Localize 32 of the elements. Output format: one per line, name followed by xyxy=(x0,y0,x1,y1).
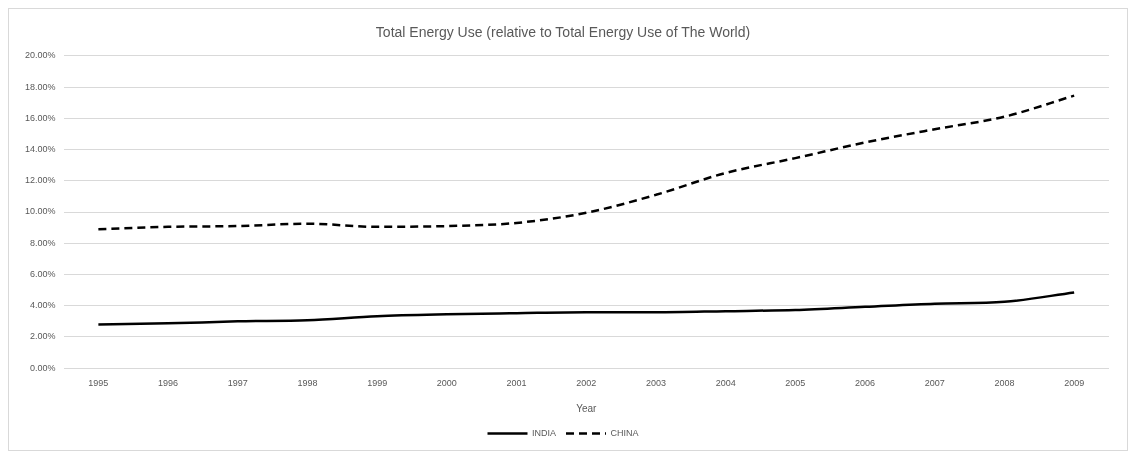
chart-title: Total Energy Use (relative to Total Energy Use of The World) xyxy=(375,24,751,41)
x-tick-label: 2004 xyxy=(715,378,736,389)
x-tick-label: 2000 xyxy=(436,378,457,389)
legend-label: CHINA xyxy=(610,427,639,438)
y-tick-label: 0.00% xyxy=(29,362,56,373)
legend-label: INDIA xyxy=(532,427,557,438)
y-tick-label: 16.00% xyxy=(24,112,56,123)
x-tick-label: 1996 xyxy=(158,378,179,389)
x-tick-label: 2008 xyxy=(994,378,1015,389)
y-tick-label: 10.00% xyxy=(24,206,56,217)
x-tick-label: 2002 xyxy=(576,378,597,389)
y-tick-label: 12.00% xyxy=(24,175,56,186)
line-series xyxy=(97,291,1076,326)
x-tick-label: 2005 xyxy=(785,378,806,389)
y-tick-label: 4.00% xyxy=(29,300,56,311)
x-tick-label: 2003 xyxy=(645,378,666,389)
x-tick-label: 2007 xyxy=(924,378,945,389)
x-tick-label: 1998 xyxy=(297,378,318,389)
y-tick-label: 6.00% xyxy=(29,268,56,279)
x-tick-label: 2009 xyxy=(1064,378,1085,389)
x-tick-label: 2006 xyxy=(855,378,876,389)
x-tick-label: 2001 xyxy=(506,378,527,389)
y-tick-label: 2.00% xyxy=(29,331,56,342)
x-tick-label: 1997 xyxy=(227,378,248,389)
line-series xyxy=(97,94,1076,231)
x-tick-label: 1995 xyxy=(88,378,109,389)
y-tick-label: 8.00% xyxy=(29,237,56,248)
x-tick-label: 1999 xyxy=(367,378,388,389)
y-tick-label: 20.00% xyxy=(24,50,56,61)
y-tick-label: 18.00% xyxy=(24,81,56,92)
y-tick-label: 14.00% xyxy=(24,144,56,154)
x-axis-title: Year xyxy=(576,402,598,414)
